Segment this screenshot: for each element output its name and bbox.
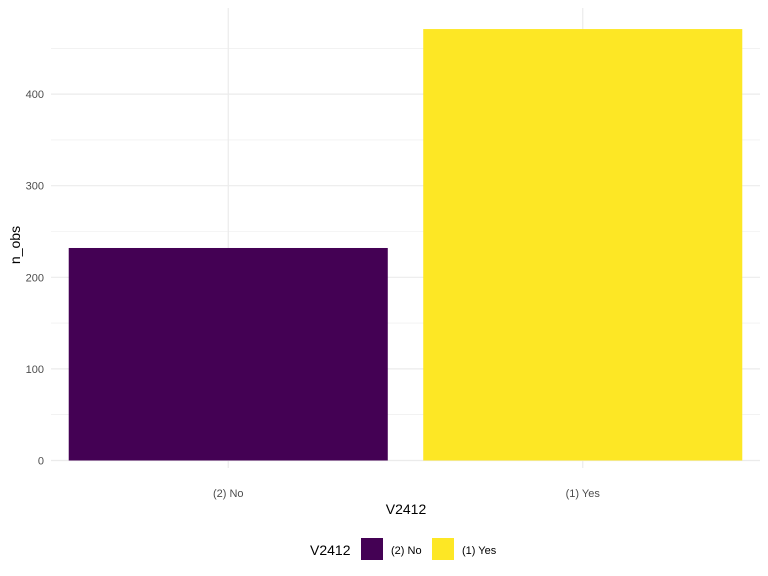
x-tick-label: (1) Yes [566, 488, 601, 500]
bar-1 [423, 29, 743, 461]
y-tick-label: 0 [38, 456, 44, 468]
y-tick-label: 300 [26, 181, 44, 193]
x-axis-ticks: (2) No (1) Yes [213, 488, 600, 500]
legend: V2412 (2) No (1) Yes [310, 538, 497, 560]
y-tick-label: 400 [26, 89, 44, 101]
legend-label-yes: (1) Yes [462, 545, 497, 557]
bar-0 [68, 247, 388, 461]
x-tick-label: (2) No [213, 488, 244, 500]
y-tick-label: 100 [26, 364, 44, 376]
y-tick-label: 200 [26, 272, 44, 284]
y-axis-ticks: 0 100 200 300 400 [26, 89, 44, 467]
bars [68, 29, 743, 461]
y-axis-title: n_obs [7, 226, 23, 264]
legend-swatch-yes [432, 538, 454, 560]
legend-title: V2412 [310, 542, 351, 558]
legend-swatch-no [361, 538, 383, 560]
legend-label-no: (2) No [391, 545, 422, 557]
x-axis-title: V2412 [386, 501, 427, 517]
